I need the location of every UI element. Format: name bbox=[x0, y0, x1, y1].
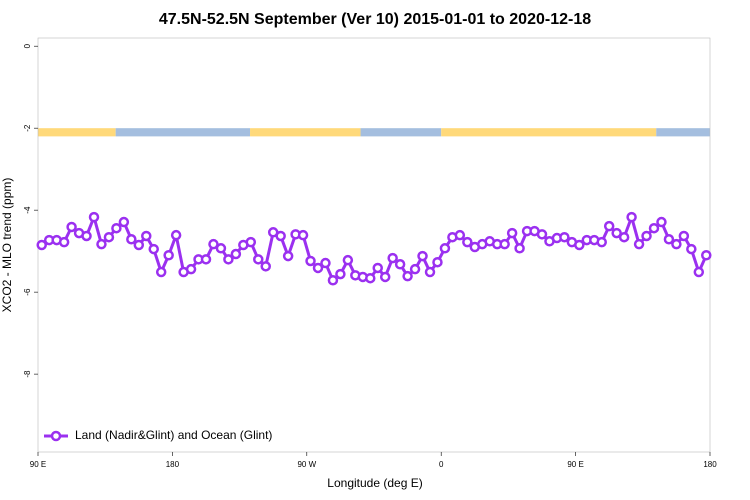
data-point bbox=[155, 266, 167, 278]
data-point bbox=[417, 250, 428, 262]
data-point bbox=[111, 222, 122, 234]
data-point bbox=[499, 238, 510, 250]
y-tick-label: -4 bbox=[23, 206, 32, 214]
data-point bbox=[626, 211, 637, 223]
data-point bbox=[103, 231, 115, 243]
data-point bbox=[141, 230, 152, 242]
y-axis-label: XCO2 - MLO trend (ppm) bbox=[0, 178, 14, 313]
data-point bbox=[58, 236, 70, 248]
land-ocean-segment bbox=[441, 128, 657, 137]
legend-label: Land (Nadir&Glint) and Ocean (Glint) bbox=[75, 428, 272, 442]
data-point bbox=[327, 275, 339, 286]
data-point bbox=[148, 243, 159, 255]
data-point bbox=[170, 229, 182, 241]
data-point bbox=[379, 271, 391, 283]
data-point bbox=[596, 236, 607, 248]
x-tick-label: 90 E bbox=[30, 460, 46, 469]
x-tick-label: 180 bbox=[703, 460, 717, 469]
data-point bbox=[506, 227, 518, 239]
data-point bbox=[342, 254, 354, 266]
data-point bbox=[208, 238, 219, 250]
data-point bbox=[603, 220, 615, 232]
data-point bbox=[454, 229, 466, 241]
data-point bbox=[663, 234, 675, 245]
data-point bbox=[297, 229, 309, 241]
data-point bbox=[693, 266, 705, 278]
x-axis-label: Longitude (deg E) bbox=[327, 476, 422, 490]
data-point bbox=[514, 243, 525, 254]
data-point bbox=[656, 216, 667, 228]
data-point bbox=[66, 221, 77, 233]
data-point bbox=[282, 250, 294, 262]
data-point bbox=[641, 230, 652, 242]
land-ocean-segment bbox=[656, 128, 710, 137]
data-point bbox=[260, 261, 271, 272]
land-ocean-segment bbox=[38, 128, 116, 137]
data-point bbox=[126, 234, 137, 245]
data-point bbox=[432, 256, 443, 268]
data-point bbox=[678, 230, 690, 242]
data-point bbox=[424, 266, 436, 278]
data-point bbox=[230, 248, 242, 260]
data-point bbox=[574, 239, 585, 251]
legend-marker bbox=[50, 430, 62, 442]
land-ocean-segment bbox=[250, 128, 361, 137]
y-tick-label: -8 bbox=[23, 370, 32, 378]
data-point bbox=[88, 211, 100, 223]
data-point bbox=[439, 243, 451, 254]
data-point bbox=[163, 249, 174, 261]
data-point bbox=[253, 254, 264, 265]
data-point bbox=[200, 254, 212, 265]
data-point bbox=[648, 222, 660, 234]
x-tick-label: 180 bbox=[166, 460, 180, 469]
data-point bbox=[462, 236, 473, 248]
data-point bbox=[394, 259, 406, 270]
y-tick-label: 0 bbox=[23, 43, 32, 48]
data-point bbox=[559, 231, 570, 243]
data-point bbox=[536, 229, 548, 240]
data-point bbox=[118, 216, 130, 228]
data-point bbox=[335, 268, 346, 280]
data-point bbox=[409, 263, 421, 275]
land-ocean-segment bbox=[360, 128, 442, 137]
data-point bbox=[611, 227, 622, 239]
data-point bbox=[633, 238, 645, 250]
data-point bbox=[215, 243, 227, 254]
data-point bbox=[312, 262, 324, 274]
data-point bbox=[701, 249, 712, 261]
data-point bbox=[372, 262, 383, 274]
y-tick-label: -6 bbox=[23, 288, 32, 296]
data-point bbox=[36, 239, 47, 251]
chart-title: 47.5N-52.5N September (Ver 10) 2015-01-0… bbox=[159, 11, 591, 28]
data-point bbox=[686, 243, 697, 255]
data-point bbox=[223, 254, 234, 265]
data-point bbox=[402, 270, 413, 282]
data-point bbox=[185, 263, 197, 275]
land-ocean-segment bbox=[115, 128, 251, 137]
data-point bbox=[275, 230, 286, 242]
data-point bbox=[618, 231, 630, 243]
x-tick-label: 0 bbox=[439, 460, 444, 469]
x-tick-label: 90 W bbox=[297, 460, 316, 469]
data-point bbox=[365, 272, 376, 284]
data-point bbox=[96, 238, 107, 250]
data-point bbox=[133, 239, 145, 251]
data-point bbox=[245, 236, 257, 248]
y-tick-label: -2 bbox=[23, 124, 32, 132]
data-point bbox=[671, 238, 682, 250]
data-point bbox=[81, 230, 92, 242]
x-tick-label: 90 E bbox=[567, 460, 583, 469]
data-point bbox=[305, 255, 316, 267]
data-point bbox=[387, 252, 398, 264]
data-point bbox=[320, 257, 331, 269]
